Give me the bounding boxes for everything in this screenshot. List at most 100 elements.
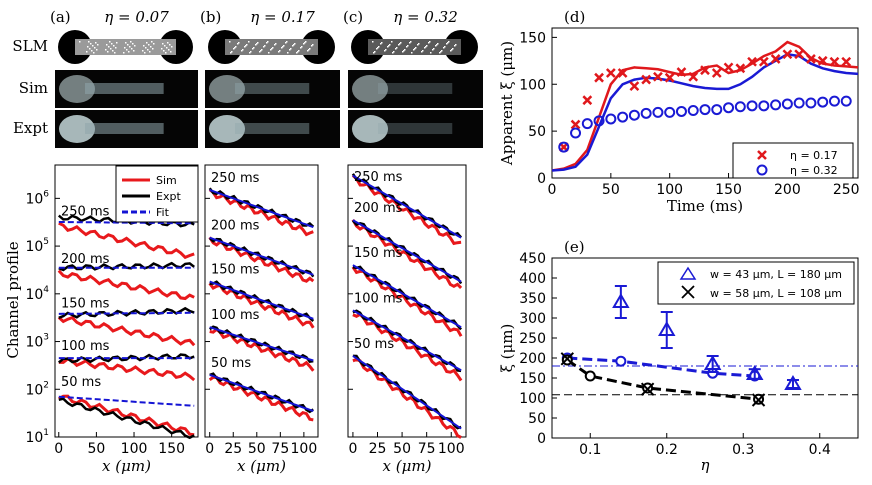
sim-curve (58, 221, 195, 260)
slm-speckle (146, 42, 148, 44)
data-point-x (629, 81, 640, 92)
data-point-triangle (745, 365, 764, 380)
data-point-circle (570, 127, 582, 139)
legend-label: Expt (156, 190, 181, 203)
fit-curve (352, 355, 462, 430)
slm-speckle (415, 47, 417, 49)
sim-curve (351, 218, 463, 289)
slm-speckle (409, 42, 411, 44)
y-tick-label: 200 (519, 351, 546, 367)
data-point-circle (758, 100, 770, 112)
image-channel-glow (235, 123, 310, 134)
image-glow (352, 115, 388, 143)
fit-curve (209, 280, 314, 320)
legend-swatch (679, 266, 697, 280)
slm-speckle (127, 44, 129, 46)
slm-speckle (89, 48, 91, 50)
slm-speckle (425, 46, 427, 48)
slm-speckle (300, 47, 302, 49)
x-tick-label: 0.4 (809, 442, 831, 458)
slm-speckle (166, 47, 168, 49)
curve-time-label: 250 ms (61, 204, 110, 219)
fit-curve (352, 309, 462, 372)
slm-speckle (275, 43, 277, 45)
slm-speckle (248, 41, 250, 43)
slm-speckle (133, 50, 135, 52)
legend-label: η = 0.17 (790, 149, 838, 162)
slm-speckle (274, 44, 276, 46)
slm-speckle (244, 46, 246, 48)
slm-speckle (147, 49, 149, 51)
plot-frame (54, 164, 199, 438)
slm-speckle (124, 47, 126, 49)
slm-speckle (285, 42, 287, 44)
slm-speckle (286, 41, 288, 43)
curve-time-label: 200 ms (354, 201, 403, 216)
slm-speckle (283, 45, 285, 47)
fit-curve (352, 219, 462, 283)
slm-speckle (261, 49, 263, 51)
slm-speckle (143, 45, 145, 47)
y-tick-label: 50 (528, 124, 546, 140)
slm-speckle (107, 51, 109, 53)
data-point-circle (840, 95, 852, 107)
slm-speckle (87, 46, 89, 48)
y-tick-label: 50 (528, 411, 546, 427)
slm-speckle (90, 43, 92, 45)
x-tick-label: 150 (715, 182, 742, 198)
legend-label: Fit (156, 206, 170, 219)
slm-speckle (142, 50, 144, 52)
slm-speckle (400, 42, 402, 44)
data-point-circle (593, 115, 605, 127)
slm-speckle (398, 44, 400, 46)
slm-speckle (94, 47, 96, 49)
fit-curve (209, 189, 314, 229)
fit-curve (352, 264, 462, 329)
slm-speckle (126, 49, 128, 51)
slm-speckle (150, 46, 152, 48)
slm-speckle (242, 49, 244, 51)
slm-speckle (268, 52, 270, 54)
slm-speckle (311, 45, 313, 47)
curve-time-label: 200 ms (61, 252, 110, 267)
data-point-x (747, 56, 757, 67)
data-point-circle (746, 100, 758, 112)
slm-speckle (393, 51, 395, 53)
slm-speckle (424, 47, 426, 49)
slm-speckle (309, 48, 311, 50)
curve-time-label: 150 ms (211, 263, 260, 278)
slm-speckle (114, 52, 116, 54)
slm-speckle (152, 48, 154, 50)
slm-speckle (399, 43, 401, 45)
data-point-circle (734, 101, 746, 113)
fit-curve (209, 236, 314, 276)
legend-label: w = 43 μm, L = 180 μm (710, 268, 842, 281)
expt-curve (352, 309, 462, 373)
sim-curve (58, 357, 196, 382)
slm-speckle (279, 50, 281, 52)
slm-speckle (402, 51, 404, 53)
slm-speckle (404, 49, 406, 51)
slm-speckle (255, 44, 257, 46)
slm-speckle (396, 47, 398, 49)
legend-box (732, 142, 854, 179)
data-point-x (794, 49, 805, 60)
slm-speckle (105, 49, 107, 51)
expt-curve (208, 237, 315, 278)
slm-speckle (171, 46, 173, 48)
y-axis-label: Channel profile (4, 241, 22, 358)
curve-time-label: 50 ms (354, 337, 394, 352)
slm-speckle (422, 50, 424, 52)
fit-line (566, 358, 759, 401)
x-tick-label: 100 (121, 441, 148, 457)
slm-speckle (305, 41, 307, 43)
x-tick-label: 25 (369, 441, 387, 457)
slm-speckle (266, 42, 268, 44)
expt-curve (351, 219, 463, 285)
slm-channel (368, 39, 461, 55)
legend-label: η = 0.32 (790, 164, 838, 177)
slm-speckle (123, 52, 125, 54)
x-axis-label: Time (ms) (667, 197, 743, 215)
data-point-circle (558, 141, 570, 153)
slm-speckle (429, 41, 431, 43)
